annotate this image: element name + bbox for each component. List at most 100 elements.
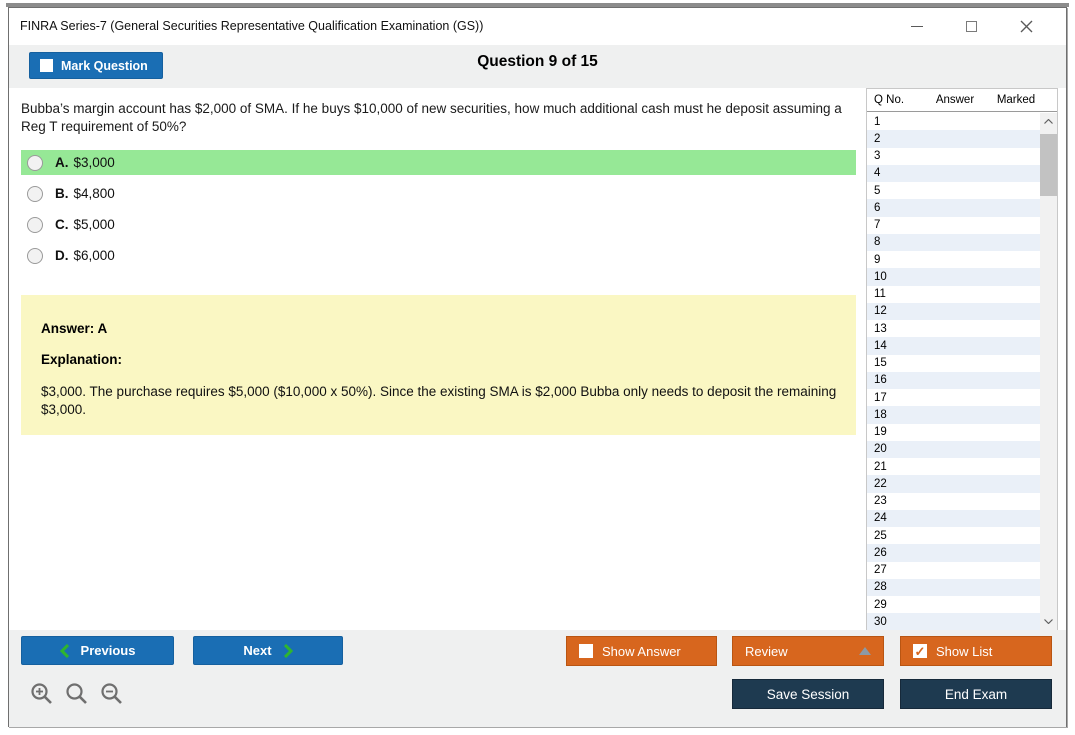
col-header-marked: Marked — [996, 94, 1036, 106]
next-label: Next — [243, 643, 272, 658]
question-list-row[interactable]: 5 — [867, 182, 1040, 199]
radio-button[interactable] — [27, 247, 43, 264]
question-list-row[interactable]: 15 — [867, 355, 1040, 372]
question-list-row[interactable]: 12 — [867, 302, 1040, 320]
close-button[interactable] — [999, 8, 1054, 45]
app-window: FINRA Series-7 (General Securities Repre… — [8, 7, 1067, 727]
answer-option[interactable]: B. $4,800 — [21, 181, 856, 206]
window-title: FINRA Series-7 (General Securities Repre… — [20, 19, 484, 33]
cell-qno: 6 — [874, 201, 881, 214]
question-list-row[interactable]: 27 — [867, 562, 1040, 579]
show-answer-checkbox[interactable] — [579, 644, 593, 658]
previous-label: Previous — [80, 643, 136, 658]
option-letter: B. — [55, 186, 69, 201]
question-list-row[interactable]: 4 — [867, 164, 1040, 182]
cell-qno: 4 — [874, 167, 881, 180]
zoom-controls — [29, 681, 125, 707]
col-header-qno: Q No. — [874, 94, 905, 106]
question-list-row[interactable]: 14 — [867, 337, 1040, 355]
cell-qno: 13 — [874, 322, 887, 335]
question-text: Bubba’s margin account has $2,000 of SMA… — [21, 101, 842, 135]
chevron-up-icon — [1044, 119, 1053, 124]
cell-qno: 26 — [874, 546, 887, 559]
end-exam-button[interactable]: End Exam — [900, 679, 1052, 709]
previous-button[interactable]: Previous — [21, 636, 174, 665]
question-list-row[interactable]: 28 — [867, 578, 1040, 596]
mark-question-button[interactable]: Mark Question — [29, 52, 163, 79]
question-list-row[interactable]: 18 — [867, 406, 1040, 424]
option-text: $6,000 — [73, 248, 115, 263]
maximize-icon — [966, 21, 977, 32]
col-header-answer: Answer — [935, 94, 975, 106]
question-list-row[interactable]: 22 — [867, 475, 1040, 493]
cell-qno: 8 — [874, 236, 881, 249]
radio-button[interactable] — [27, 185, 43, 202]
checkmark-icon: ✓ — [914, 643, 926, 659]
background-window-edge — [6, 3, 1069, 7]
option-text: $3,000 — [73, 155, 115, 170]
question-list-row[interactable]: 17 — [867, 389, 1040, 406]
answer-option[interactable]: D. $6,000 — [21, 243, 856, 268]
question-list-row[interactable]: 23 — [867, 493, 1040, 510]
scroll-up-button[interactable] — [1040, 113, 1057, 130]
question-list-row[interactable]: 20 — [867, 440, 1040, 458]
cell-qno: 27 — [874, 564, 887, 577]
question-list-row[interactable]: 21 — [867, 458, 1040, 475]
chevron-down-icon — [1044, 619, 1053, 624]
question-list-row[interactable]: 26 — [867, 544, 1040, 562]
question-list-row[interactable]: 11 — [867, 286, 1040, 303]
maximize-button[interactable] — [944, 8, 999, 45]
chevron-right-icon — [283, 643, 293, 658]
question-list-row[interactable]: 3 — [867, 148, 1040, 165]
question-list-scrollbar[interactable] — [1040, 113, 1057, 630]
question-list-row[interactable]: 19 — [867, 424, 1040, 441]
question-list-row[interactable]: 2 — [867, 130, 1040, 148]
save-session-button[interactable]: Save Session — [732, 679, 884, 709]
answer-option[interactable]: C. $5,000 — [21, 212, 856, 237]
question-list-row[interactable]: 24 — [867, 509, 1040, 527]
dropdown-arrow-icon — [859, 647, 871, 655]
question-list-row[interactable]: 29 — [867, 596, 1040, 613]
radio-button[interactable] — [27, 216, 43, 233]
scroll-down-button[interactable] — [1040, 613, 1057, 630]
question-list-row[interactable]: 30 — [867, 613, 1040, 630]
zoom-in-icon[interactable] — [29, 681, 55, 707]
question-list-row[interactable]: 10 — [867, 268, 1040, 286]
show-answer-button[interactable]: Show Answer — [566, 636, 717, 666]
save-session-label: Save Session — [766, 686, 850, 702]
show-answer-label: Show Answer — [602, 643, 681, 659]
question-list-row[interactable]: 25 — [867, 527, 1040, 544]
question-list-row[interactable]: 6 — [867, 199, 1040, 217]
zoom-reset-icon[interactable] — [64, 681, 90, 707]
mark-question-checkbox[interactable] — [40, 59, 53, 72]
answer-option[interactable]: A. $3,000 — [21, 150, 856, 175]
review-button[interactable]: Review — [732, 636, 884, 666]
question-list-row[interactable]: 13 — [867, 320, 1040, 337]
question-list-body: 1 2 3 4 5 6 7 8 9 10 11 12 13 14 15 16 17 18 19 20 21 22 23 24 2… — [867, 113, 1040, 630]
next-button[interactable]: Next — [193, 636, 343, 665]
zoom-out-icon[interactable] — [99, 681, 125, 707]
title-bar: FINRA Series-7 (General Securities Repre… — [9, 8, 1066, 45]
question-list-row[interactable]: 7 — [867, 217, 1040, 234]
show-list-checkbox[interactable]: ✓ — [913, 644, 927, 658]
cell-qno: 12 — [874, 305, 887, 318]
cell-qno: 21 — [874, 460, 887, 473]
show-list-label: Show List — [936, 643, 993, 659]
radio-button[interactable] — [27, 154, 43, 171]
cell-qno: 28 — [874, 581, 887, 594]
mark-question-label: Mark Question — [61, 58, 148, 73]
show-list-button[interactable]: ✓ Show List — [900, 636, 1052, 666]
toolbar: Mark Question Question 9 of 15 — [9, 45, 1066, 88]
minimize-button[interactable] — [889, 8, 944, 45]
question-list-row[interactable]: 8 — [867, 233, 1040, 251]
cell-qno: 2 — [874, 132, 881, 145]
chevron-left-icon — [59, 643, 69, 658]
cell-qno: 1 — [874, 115, 881, 128]
cell-qno: 7 — [874, 219, 881, 232]
question-list-row[interactable]: 16 — [867, 371, 1040, 389]
scrollbar-thumb[interactable] — [1040, 134, 1057, 196]
question-list-row[interactable]: 9 — [867, 251, 1040, 268]
cell-qno: 18 — [874, 408, 887, 421]
question-list-row[interactable]: 1 — [867, 113, 1040, 130]
cell-qno: 23 — [874, 495, 887, 508]
